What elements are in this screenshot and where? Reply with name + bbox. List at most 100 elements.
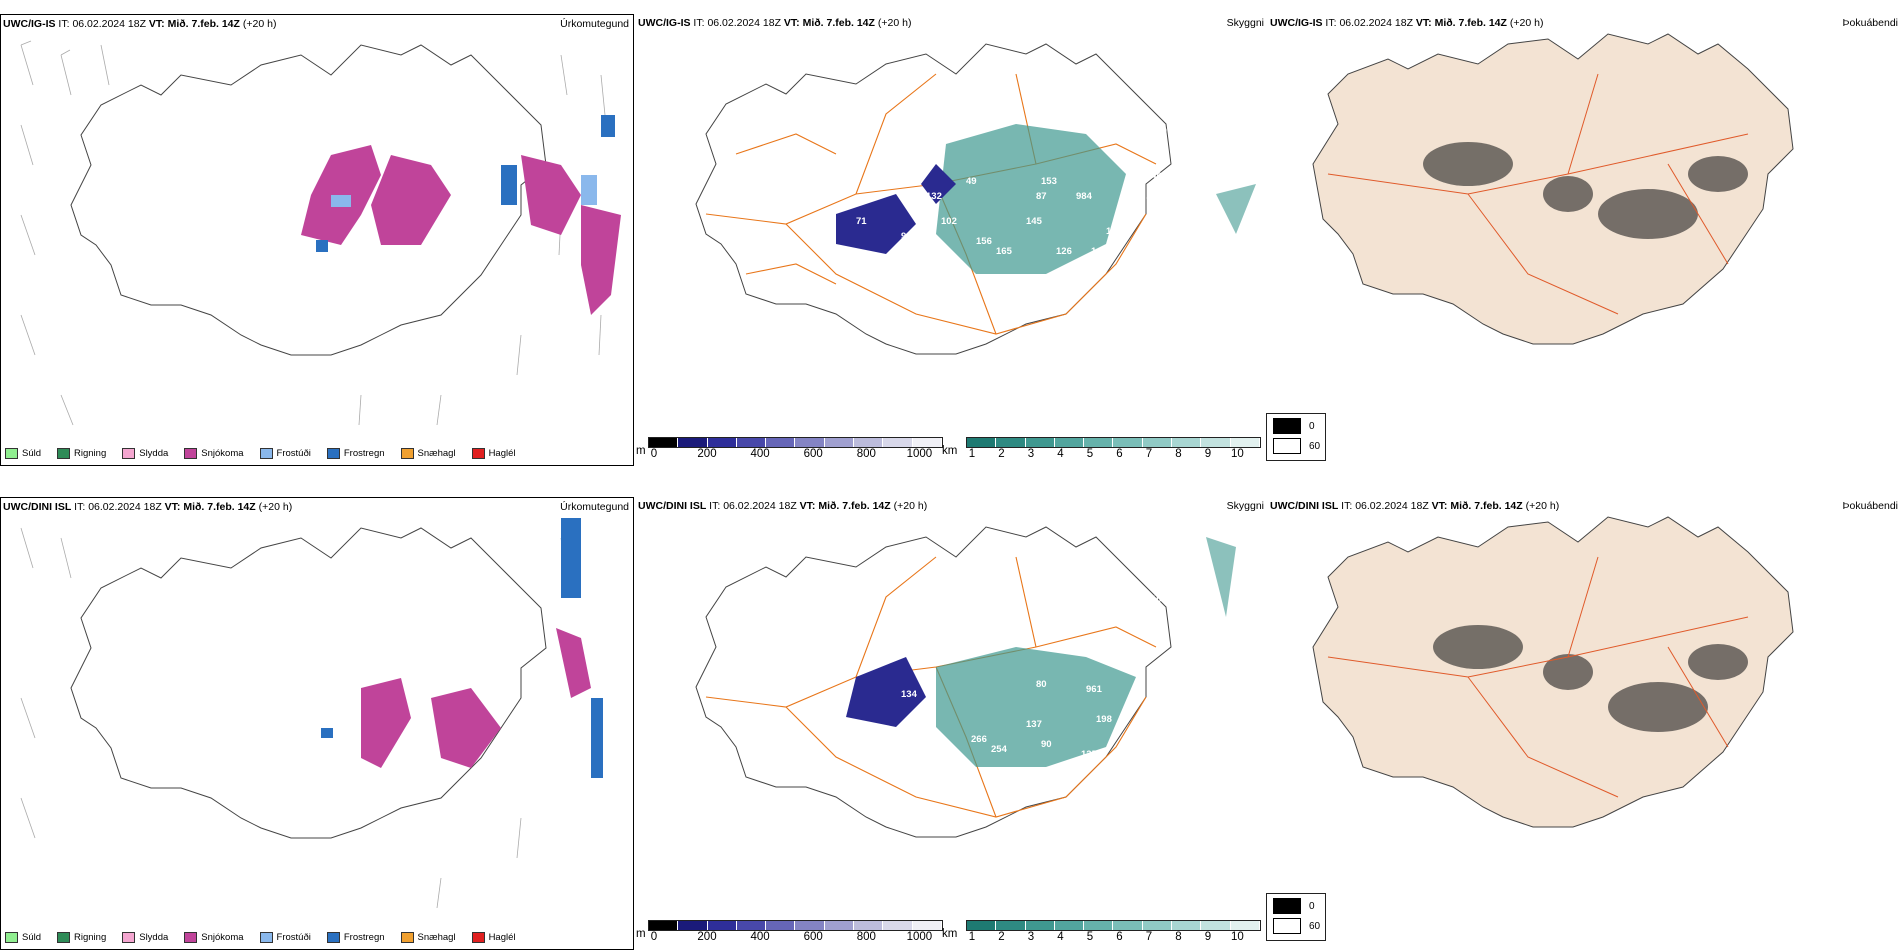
precip-legend: Súld Rigning Slydda Snjókoma Frostúði Fr… (5, 448, 532, 459)
vis-scale: 1 2 3 4 5 6 7 8 9 10 (966, 437, 1261, 462)
scale-swatch (649, 921, 679, 930)
scale-tick-label: 400 (750, 931, 770, 943)
scale-tick-label: 9 (1204, 448, 1212, 460)
wind-barbs (20, 40, 606, 426)
scale-tick-label: 1 (968, 931, 976, 943)
cloud-value-label: 132 (926, 191, 942, 202)
cloud-map: 84 134 11 80 961 137 266 254 90 198 125 101 100 70 38 9… (695, 526, 1236, 838)
cloud-value-label: 156 (976, 236, 992, 247)
precip-legend: Súld Rigning Slydda Snjókoma Frostúði Fr… (5, 932, 532, 943)
legend-item-sudd: Súld (5, 932, 41, 943)
scale-swatch (912, 921, 942, 930)
legend-item-haglel: Haglél (471, 448, 516, 459)
legend-item-rigning: Rigning (57, 932, 106, 943)
cloud-value-label: 100 (1151, 594, 1167, 605)
legend-item-frostregn: Frostregn (326, 932, 385, 943)
scale-tick-label: 2 (998, 931, 1005, 943)
snow-areas (301, 145, 621, 315)
scale-tick-label: 3 (1027, 448, 1035, 460)
cloud-value-label: 102 (941, 216, 957, 227)
scale-tick-label: 0 (650, 931, 658, 943)
cloud-value-label: 198 (1096, 714, 1112, 725)
cloud-value-label: 142 (1106, 226, 1122, 237)
fog-header: UWC/DINI ISL IT: 06.02.2024 18Z VT: Mið.… (1270, 500, 1560, 512)
scale-swatch (967, 921, 997, 930)
scale-swatch (1113, 921, 1143, 930)
scale-swatch (678, 438, 708, 447)
cloud-panel-row1: UWC/IG-IS IT: 06.02.2024 18Z VT: Mið. 7.… (636, 14, 1266, 466)
scale-swatch (736, 921, 767, 930)
cloud-value-label: 96 (901, 231, 912, 242)
cloud-value-label: 80 (1131, 141, 1142, 152)
legend-item-rigning: Rigning (57, 448, 106, 459)
scale-swatch (854, 921, 884, 930)
legend-item-sudd: Súld (5, 448, 41, 459)
scale-swatch (1084, 438, 1114, 447)
fog-legend-row2: 0 60 (1266, 893, 1326, 941)
scale-tick-label: 10 (1230, 448, 1244, 460)
cloud-areas (836, 124, 1256, 274)
scale-swatch (1201, 921, 1231, 930)
precip-title: Úrkomutegund (560, 18, 629, 30)
scale-swatch (766, 921, 796, 930)
scale-tick-label: 200 (697, 448, 717, 460)
scale-swatch (795, 438, 825, 447)
scale-swatch (1230, 438, 1260, 447)
fog-areas (1423, 142, 1748, 239)
cloud-title: Skyggni (1226, 500, 1264, 512)
precip-header: UWC/DINI ISL IT: 06.02.2024 18Z VT: Mið.… (3, 501, 293, 513)
scale-swatch (707, 438, 737, 447)
scale-tick-label: 5 (1086, 931, 1094, 943)
scale-swatch (1084, 921, 1114, 930)
scale-tick-label: 7 (1145, 448, 1153, 460)
cloud-value-label: 153 (1041, 176, 1057, 187)
cloud-value-label: 137 (1026, 719, 1042, 730)
scale-swatch (1201, 438, 1231, 447)
legend-item-snjokoma: Snjókoma (184, 932, 244, 943)
cloud-value-label: 125 (1081, 749, 1098, 760)
precip-panel-row2: UWC/DINI ISL IT: 06.02.2024 18Z VT: Mið.… (0, 497, 634, 950)
cloud-value-label: 101 (1131, 744, 1148, 755)
height-scale: 0 200 400 600 800 1000 (648, 920, 943, 945)
cloud-value-label: 71 (856, 216, 867, 227)
scale-swatch (1025, 438, 1055, 447)
scale-swatch (883, 921, 913, 930)
scale-swatch (1172, 921, 1202, 930)
cloud-value-label: 134 (901, 689, 918, 700)
iceland-coast (70, 44, 547, 356)
scale-swatch (996, 438, 1026, 447)
scale-swatch (967, 438, 997, 447)
legend-item-frostudi: Frostúði (259, 932, 311, 943)
scale-tick-label: 6 (1116, 448, 1123, 460)
scale-swatch (707, 921, 737, 930)
cloud-value-label: 38 (1166, 674, 1177, 685)
scale-tick-label: 5 (1086, 448, 1094, 460)
scale-tick-label: 3 (1027, 931, 1035, 943)
fog-title: Þokuábendi (1842, 500, 1898, 512)
scale-swatch (912, 438, 942, 447)
scale-swatch (1142, 921, 1173, 930)
cloud-panel-row2: UWC/DINI ISL IT: 06.02.2024 18Z VT: Mið.… (636, 497, 1266, 950)
fog-title: Þokuábendi (1842, 17, 1898, 29)
scale-swatch (1054, 921, 1085, 930)
scale-tick-label: 4 (1057, 448, 1064, 460)
cloud-value-label: 87 (1036, 191, 1047, 202)
legend-item-slydda: Slydda (122, 932, 168, 943)
cloud-value-label: 75 (1146, 196, 1157, 207)
legend-item-haglel: Haglél (471, 932, 516, 943)
legend-item-snaehagl: Snæhagl (400, 448, 456, 459)
scale-tick-label: 8 (1175, 448, 1182, 460)
cloud-value-label: 49 (966, 176, 977, 187)
cloud-title: Skyggni (1226, 17, 1264, 29)
scale-swatch (1025, 921, 1055, 930)
scale-swatch (1054, 438, 1085, 447)
scale-tick-label: 1000 (906, 448, 933, 460)
cloud-value-label: 145 (1026, 216, 1043, 227)
fog-map (1312, 516, 1794, 828)
fog-legend-row1: 0 60 (1266, 413, 1326, 461)
scale-swatch (996, 921, 1026, 930)
scale-swatch (1113, 438, 1143, 447)
legend-item-frostudi: Frostúði (259, 448, 311, 459)
vis-scale: 1 2 3 4 5 6 7 8 9 10 (966, 920, 1261, 945)
cloud-value-labels: 84 134 11 80 961 137 266 254 90 198 125 101 100 70 38 9… (861, 594, 1182, 760)
